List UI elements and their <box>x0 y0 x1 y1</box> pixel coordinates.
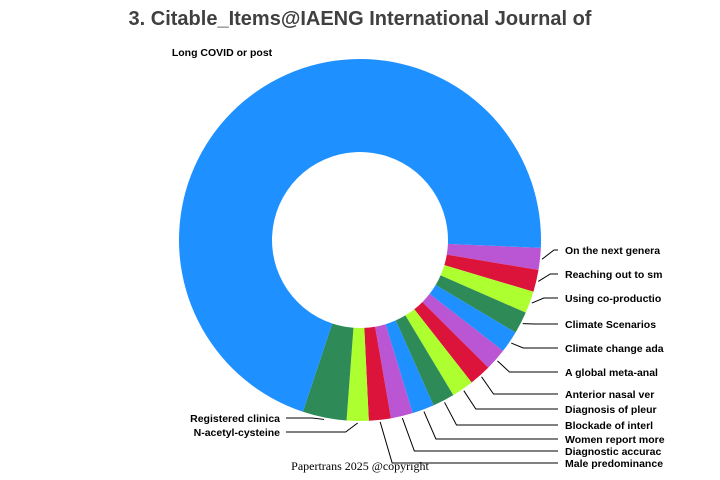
slice-label-n-acetyl-cysteine: N-acetyl-cysteine <box>194 427 281 439</box>
slice-climate-change-ada <box>429 284 516 351</box>
leader-line-women-report-more <box>423 411 558 440</box>
slice-label-blockade-of-interl: Blockade of interl <box>565 420 653 432</box>
leader-line-blockade-of-interl <box>444 402 558 426</box>
slice-reaching-out-to-sm <box>444 254 539 292</box>
slice-label-registered-clinica: Registered clinica <box>190 413 280 425</box>
leader-line-registered-clinica <box>286 417 325 420</box>
slice-male-predominance <box>364 326 391 421</box>
leader-line-climate-change-ada <box>511 342 558 349</box>
leader-line-n-acetyl-cysteine <box>286 422 358 433</box>
slice-diagnostic-accurac <box>375 324 413 419</box>
slice-label-a-global-meta-anal: A global meta-anal <box>565 367 658 379</box>
slice-label-climate-change-ada: Climate change ada <box>565 343 664 355</box>
slice-label-anterior-nasal-ver: Anterior nasal ver <box>565 389 654 401</box>
slice-blockade-of-interl <box>395 315 454 406</box>
slice-n-acetyl-cysteine <box>346 327 369 421</box>
slice-on-the-next-genera <box>446 243 541 271</box>
slice-label-reaching-out-to-sm: Reaching out to sm <box>565 269 662 281</box>
slice-label-climate-scenarios: Climate Scenarios <box>565 319 656 331</box>
slice-labels-group: On the next genera Reaching out to sm Usin… <box>172 47 665 470</box>
slice-registered-clinica <box>302 323 354 421</box>
slice-label-using-co-productio: Using co-productio <box>565 293 661 305</box>
leader-line-diagnostic-accurac <box>401 417 558 452</box>
slice-label-male-predominance: Male predominance <box>565 458 663 470</box>
slice-label-long-covid-or-post: Long COVID or post <box>172 47 273 59</box>
slice-label-on-the-next-genera: On the next genera <box>565 245 660 257</box>
leader-line-a-global-meta-anal <box>497 360 558 373</box>
leader-line-reaching-out-to-sm <box>537 273 558 282</box>
chart-title: 3. Citable_Items@IAENG International Jou… <box>129 8 592 30</box>
slice-label-diagnosis-of-pleur: Diagnosis of pleur <box>565 404 657 416</box>
slice-women-report-more <box>385 320 434 414</box>
slices-group <box>178 59 541 421</box>
leader-line-on-the-next-genera <box>541 249 558 260</box>
leader-line-diagnosis-of-pleur <box>463 390 558 410</box>
leader-line-male-predominance <box>379 421 558 464</box>
slice-using-co-productio <box>440 265 534 313</box>
slice-climate-scenarios <box>435 275 526 333</box>
slice-long-covid-or-post <box>178 59 541 412</box>
slice-label-diagnostic-accurac: Diagnostic accurac <box>565 446 661 458</box>
slice-a-global-meta-anal <box>422 293 504 368</box>
slice-label-women-report-more: Women report more <box>565 434 665 446</box>
leader-line-using-co-productio <box>531 297 558 304</box>
copyright-footer: Papertrans 2025 @copyright <box>291 459 429 473</box>
slice-diagnosis-of-pleur <box>405 309 472 396</box>
leader-lines-group <box>286 249 558 464</box>
slice-anterior-nasal-ver <box>414 302 489 383</box>
leader-line-anterior-nasal-ver <box>481 376 558 395</box>
